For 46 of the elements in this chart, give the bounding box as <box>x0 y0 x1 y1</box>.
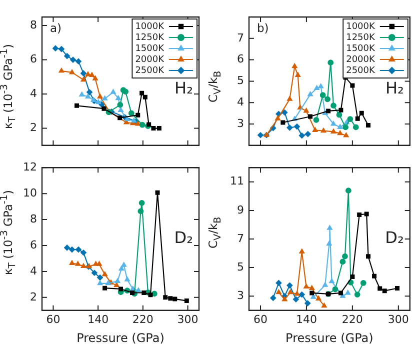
y-tick-label: 7 <box>237 31 244 44</box>
y-tick-label: 5 <box>237 74 244 88</box>
x-tick-label: 140 <box>296 312 317 326</box>
y-tick-label: 10 <box>23 186 37 200</box>
x-tick-label: 140 <box>88 312 109 326</box>
legend-label: 1500K <box>135 44 166 54</box>
y-tick-label: 7 <box>237 232 244 245</box>
legend-label: 1500K <box>346 44 376 54</box>
y-tick-label: 9 <box>237 203 244 216</box>
y-tick-label: 8 <box>30 212 37 226</box>
x-tick-label: 60 <box>46 312 60 326</box>
legend-label: 2000K <box>346 54 376 65</box>
y-tick-label: 11 <box>230 174 244 188</box>
y-tick-label: 8 <box>30 18 37 32</box>
x-tick-label: 300 <box>177 312 198 326</box>
annotation: H₂ <box>174 78 193 98</box>
legend-label: 2000K <box>135 54 166 65</box>
x-axis-title: Pressure (GPa) <box>76 330 164 345</box>
y-tick-label: 6 <box>30 238 37 252</box>
y-tick-label: 2 <box>30 121 37 134</box>
y-tick-label: 4 <box>30 264 37 278</box>
y-tick-label: 3 <box>237 288 244 302</box>
legend-label: 1000K <box>135 22 166 32</box>
y-tick-label: 12 <box>23 160 37 174</box>
y-tick-label: 4 <box>237 95 244 108</box>
x-tick-label: 300 <box>388 312 409 326</box>
annotation: b) <box>257 20 269 35</box>
y-tick-label: 4 <box>30 86 37 100</box>
legend-label: 1250K <box>135 32 166 43</box>
y-tick-label: 2 <box>30 290 37 304</box>
x-axis-title: Pressure (GPa) <box>286 330 374 345</box>
legend-label: 2500K <box>346 66 376 76</box>
legend-label: 2500K <box>135 66 166 76</box>
y-tick-label: 6 <box>237 52 244 66</box>
legend-label: 1000K <box>346 22 376 32</box>
annotation: D₂ <box>174 228 193 248</box>
y-tick-label: 6 <box>30 52 37 66</box>
legend-label: 1250K <box>346 32 376 43</box>
x-tick-label: 60 <box>253 312 268 326</box>
x-tick-label: 220 <box>132 312 154 326</box>
y-tick-label: 5 <box>237 260 244 274</box>
annotation: H₂ <box>385 78 404 98</box>
y-tick-label: 3 <box>237 116 244 130</box>
x-tick-label: 220 <box>342 312 363 326</box>
annotation: D₂ <box>385 228 404 248</box>
annotation: a) <box>50 20 62 35</box>
